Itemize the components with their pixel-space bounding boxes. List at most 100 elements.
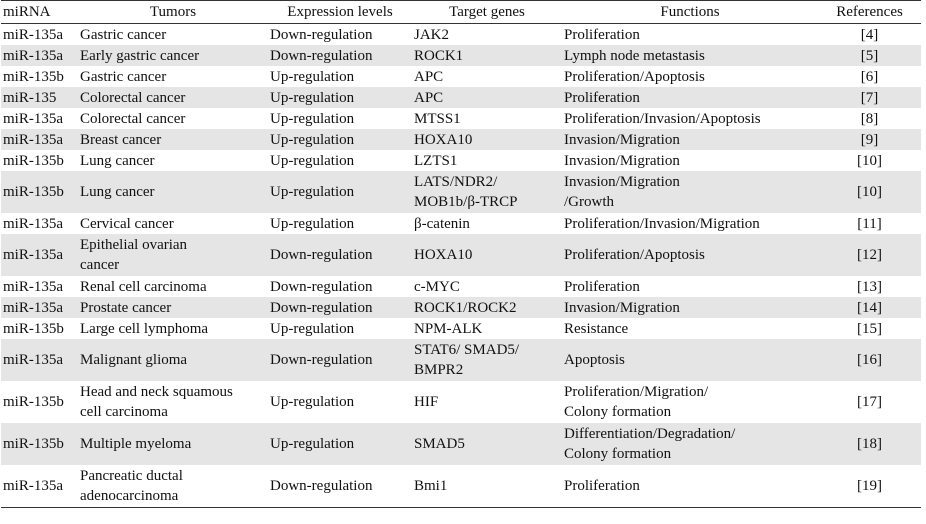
table-cell: Up-regulation	[270, 320, 355, 337]
table-cell: miR-135a	[1, 234, 78, 276]
column-header: Tumors	[78, 0, 268, 24]
table-cell: [12]	[818, 234, 921, 276]
table-row: miR-135a Early gastric cancer Down-regulat…	[1, 45, 921, 66]
table-row: miR-135b Lung cancer Up-regulation LZTS1 Inv…	[1, 150, 921, 171]
table-cell: Down-regulation	[270, 278, 373, 295]
table-cell: miR-135a	[3, 26, 63, 43]
table-cell: miR-135a	[1, 339, 78, 381]
table-cell: [7]	[818, 87, 921, 108]
table-body: miR-135a Gastric cancer Down-regulation JAK…	[1, 24, 921, 508]
table-cell: Lung cancer	[80, 152, 155, 169]
column-header: Functions	[562, 0, 818, 24]
table-cell: miR-135b	[3, 68, 64, 85]
column-header: Target genes	[412, 0, 562, 24]
table-row: miR-135b Large cell lymphoma Up-regulation…	[1, 318, 921, 339]
table-cell: STAT6/ SMAD5/ BMPR2	[412, 339, 562, 381]
table-cell: miR-135b	[3, 320, 64, 337]
table-cell: [6]	[860, 68, 879, 85]
table-row: miR-135b Head and neck squamous cell carc…	[1, 381, 921, 423]
table-cell: Epithelial ovarian cancer	[78, 234, 268, 276]
table-cell: Proliferation/Invasion/Migration	[564, 215, 760, 232]
table-row: miR-135b Gastric cancer Up-regulation APC Pr…	[1, 66, 921, 87]
table-cell: Down-regulation	[268, 465, 412, 508]
table-cell: Proliferation	[562, 87, 818, 108]
table-cell: miR-135b	[1, 171, 78, 213]
table-cell: HOXA10	[412, 234, 562, 276]
table-cell: [8]	[860, 110, 879, 127]
table-cell: SMAD5	[412, 423, 562, 465]
table-cell: Up-regulation	[270, 394, 355, 410]
header-row: miRNA Tumors Expression levels Target genes…	[1, 0, 921, 24]
table-cell: [5]	[818, 45, 921, 66]
table-cell: LATS/NDR2/ MOB1b/β-TRCP	[412, 171, 562, 213]
table-cell: Pancreatic ductal adenocarcinoma	[78, 465, 268, 508]
table-cell: miR-135	[1, 87, 78, 108]
table-cell: Differentiation/Degradation/ Colony form…	[562, 423, 818, 465]
table-row: miR-135a Malignant glioma Down-regulation S…	[1, 339, 921, 381]
column-header: References	[818, 0, 921, 24]
table-cell: Head and neck squamous cell carcinoma	[80, 384, 233, 420]
mirna-table: miRNA Tumors Expression levels Target genes…	[1, 0, 921, 508]
table-cell: Proliferation/Migration/ Colony formatio…	[564, 384, 709, 420]
table-cell: Invasion/Migration	[564, 152, 680, 169]
table-cell: HOXA10	[412, 129, 562, 150]
table-cell: c-MYC	[414, 278, 460, 295]
table-row: miR-135 Colorectal cancer Up-regulation APC…	[1, 87, 921, 108]
table-cell: β-catenin	[414, 215, 470, 232]
table-cell: ROCK1/ROCK2	[412, 297, 562, 318]
table-cell: [9]	[818, 129, 921, 150]
table-cell: [17]	[857, 394, 882, 410]
table-cell: miR-135b	[1, 423, 78, 465]
table-cell: Proliferation	[564, 278, 640, 295]
table-cell: APC	[414, 68, 444, 85]
table-cell: Lymph node metastasis	[562, 45, 818, 66]
table-row: miR-135a Epithelial ovarian cancer Down-re…	[1, 234, 921, 276]
table-cell: Proliferation/Invasion/Apoptosis	[564, 110, 761, 127]
table-cell: [10]	[818, 171, 921, 213]
table-cell: Large cell lymphoma	[80, 320, 209, 337]
column-header: miRNA	[1, 0, 78, 24]
table-row: miR-135a Pancreatic ductal adenocarcinoma…	[1, 465, 921, 508]
table-cell: Bmi1	[412, 465, 562, 508]
table-row: miR-135b Multiple myeloma Up-regulation SMA…	[1, 423, 921, 465]
table-row: miR-135a Breast cancer Up-regulation HOXA10…	[1, 129, 921, 150]
table-cell: miR-135a	[3, 110, 63, 127]
table-cell: Down-regulation	[268, 234, 412, 276]
table-cell: Apoptosis	[562, 339, 818, 381]
table-cell: Prostate cancer	[78, 297, 268, 318]
table-cell: miR-135a	[3, 278, 63, 295]
table-cell: miR-135a	[1, 297, 78, 318]
table-cell: Lung cancer	[78, 171, 268, 213]
table-cell: Colorectal cancer	[78, 87, 268, 108]
column-header: Expression levels	[268, 0, 412, 24]
table-cell: Down-regulation	[268, 45, 412, 66]
table-cell: miR-135b	[3, 152, 64, 169]
table-cell: MTSS1	[414, 110, 461, 127]
table-cell: [10]	[857, 152, 882, 169]
table-row: miR-135b Lung cancer Up-regulation LATS/NDR…	[1, 171, 921, 213]
table-cell: Down-regulation	[268, 297, 412, 318]
table-row: miR-135a Gastric cancer Down-regulation JAK…	[1, 24, 921, 46]
table-cell: ROCK1	[412, 45, 562, 66]
table-cell: Resistance	[564, 320, 629, 337]
table-row: miR-135a Renal cell carcinoma Down-regulat…	[1, 276, 921, 297]
table-cell: NPM-ALK	[414, 320, 483, 337]
table-cell: Up-regulation	[270, 68, 355, 85]
table-cell: miR-135a	[1, 129, 78, 150]
table-cell: Renal cell carcinoma	[80, 278, 207, 295]
table-cell: Up-regulation	[268, 129, 412, 150]
table-cell: Proliferation/Apoptosis	[564, 68, 705, 85]
table-cell: JAK2	[414, 26, 450, 43]
table-cell: Proliferation	[562, 465, 818, 508]
table-cell: [11]	[857, 215, 882, 232]
table-row: miR-135a Colorectal cancer Up-regulation MT…	[1, 108, 921, 129]
table-cell: Down-regulation	[268, 339, 412, 381]
table-cell: Multiple myeloma	[78, 423, 268, 465]
table-cell: Invasion/Migration	[562, 297, 818, 318]
table-row: miR-135a Cervical cancer Up-regulation β-ca…	[1, 213, 921, 234]
table-cell: LZTS1	[414, 152, 458, 169]
table-cell: Invasion/Migration	[562, 129, 818, 150]
table-cell: [18]	[818, 423, 921, 465]
table-cell: Invasion/Migration /Growth	[562, 171, 818, 213]
